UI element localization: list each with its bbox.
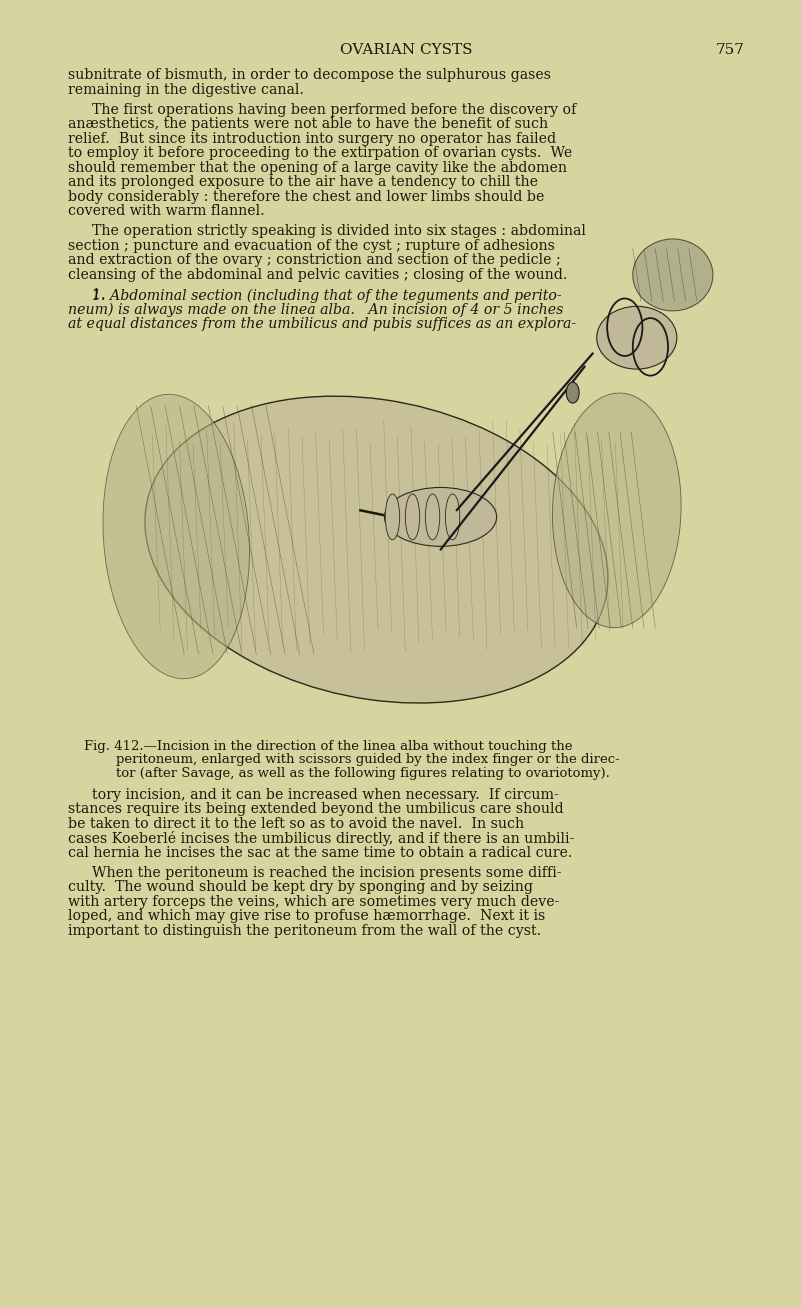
- Text: subnitrate of bismuth, in order to decompose the sulphurous gases: subnitrate of bismuth, in order to decom…: [68, 68, 551, 82]
- Ellipse shape: [145, 396, 608, 702]
- Ellipse shape: [425, 494, 440, 540]
- Text: tory incision, and it can be increased when necessary.  If circum-: tory incision, and it can be increased w…: [92, 787, 559, 802]
- Text: loped, and which may give rise to profuse hæmorrhage.  Next it is: loped, and which may give rise to profus…: [68, 909, 545, 923]
- Text: to employ it before proceeding to the extirpation of ovarian cysts.  We: to employ it before proceeding to the ex…: [68, 146, 573, 160]
- Text: should remember that the opening of a large cavity like the abdomen: should remember that the opening of a la…: [68, 161, 567, 175]
- Text: body considerably : therefore the chest and lower limbs should be: body considerably : therefore the chest …: [68, 190, 545, 204]
- Text: anæsthetics, the patients were not able to have the benefit of such: anæsthetics, the patients were not able …: [68, 118, 548, 131]
- Text: cleansing of the abdominal and pelvic cavities ; closing of the wound.: cleansing of the abdominal and pelvic ca…: [68, 268, 568, 283]
- Circle shape: [566, 382, 579, 403]
- Text: 1.: 1.: [92, 288, 110, 302]
- Text: stances require its being extended beyond the umbilicus care should: stances require its being extended beyon…: [68, 802, 564, 816]
- Text: tor (after Savage, as well as the following figures relating to ovariotomy).: tor (after Savage, as well as the follow…: [116, 766, 610, 780]
- Ellipse shape: [553, 392, 681, 628]
- Text: and its prolonged exposure to the air have a tendency to chill the: and its prolonged exposure to the air ha…: [68, 175, 538, 190]
- Text: relief.  But since its introduction into surgery no operator has failed: relief. But since its introduction into …: [68, 132, 556, 145]
- Ellipse shape: [103, 394, 249, 679]
- Ellipse shape: [597, 306, 677, 369]
- Text: Fig. 412.—Incision in the direction of the linea alba without touching the: Fig. 412.—Incision in the direction of t…: [84, 740, 573, 753]
- Text: cal hernia he incises the sac at the same time to obtain a radical cure.: cal hernia he incises the sac at the sam…: [68, 845, 573, 859]
- Text: The operation strictly speaking is divided into six stages : abdominal: The operation strictly speaking is divid…: [92, 225, 586, 238]
- Ellipse shape: [405, 494, 420, 540]
- FancyBboxPatch shape: [68, 340, 745, 732]
- Text: The first operations having been performed before the discovery of: The first operations having been perform…: [92, 103, 577, 116]
- Text: at equal distances from the umbilicus and pubis suffices as an explora-: at equal distances from the umbilicus an…: [68, 317, 576, 331]
- Text: neum) is always made on the linea alba.   An incision of 4 or 5 inches: neum) is always made on the linea alba. …: [68, 302, 563, 317]
- Text: and extraction of the ovary ; constriction and section of the pedicle ;: and extraction of the ovary ; constricti…: [68, 254, 561, 267]
- Ellipse shape: [633, 239, 713, 311]
- Ellipse shape: [384, 488, 497, 547]
- Text: important to distinguish the peritoneum from the wall of the cyst.: important to distinguish the peritoneum …: [68, 923, 541, 938]
- Text: cases Koeberlé incises the umbilicus directly, and if there is an umbili-: cases Koeberlé incises the umbilicus dir…: [68, 831, 574, 846]
- Text: peritoneum, enlarged with scissors guided by the index finger or the direc-: peritoneum, enlarged with scissors guide…: [116, 753, 620, 766]
- Text: culty.  The wound should be kept dry by sponging and by seizing: culty. The wound should be kept dry by s…: [68, 880, 533, 895]
- Text: remaining in the digestive canal.: remaining in the digestive canal.: [68, 82, 304, 97]
- Text: covered with warm flannel.: covered with warm flannel.: [68, 204, 265, 218]
- Ellipse shape: [445, 494, 460, 540]
- Text: When the peritoneum is reached the incision presents some diffi-: When the peritoneum is reached the incis…: [92, 866, 562, 880]
- Text: be taken to direct it to the left so as to avoid the navel.  In such: be taken to direct it to the left so as …: [68, 816, 524, 831]
- Text: section ; puncture and evacuation of the cyst ; rupture of adhesions: section ; puncture and evacuation of the…: [68, 239, 555, 252]
- Ellipse shape: [385, 494, 400, 540]
- Text: OVARIAN CYSTS: OVARIAN CYSTS: [340, 43, 473, 58]
- Text: with artery forceps the veins, which are sometimes very much deve-: with artery forceps the veins, which are…: [68, 895, 559, 909]
- Text: 1. Abdominal section (including that of the teguments and perito-: 1. Abdominal section (including that of …: [92, 288, 562, 302]
- Text: 757: 757: [716, 43, 745, 58]
